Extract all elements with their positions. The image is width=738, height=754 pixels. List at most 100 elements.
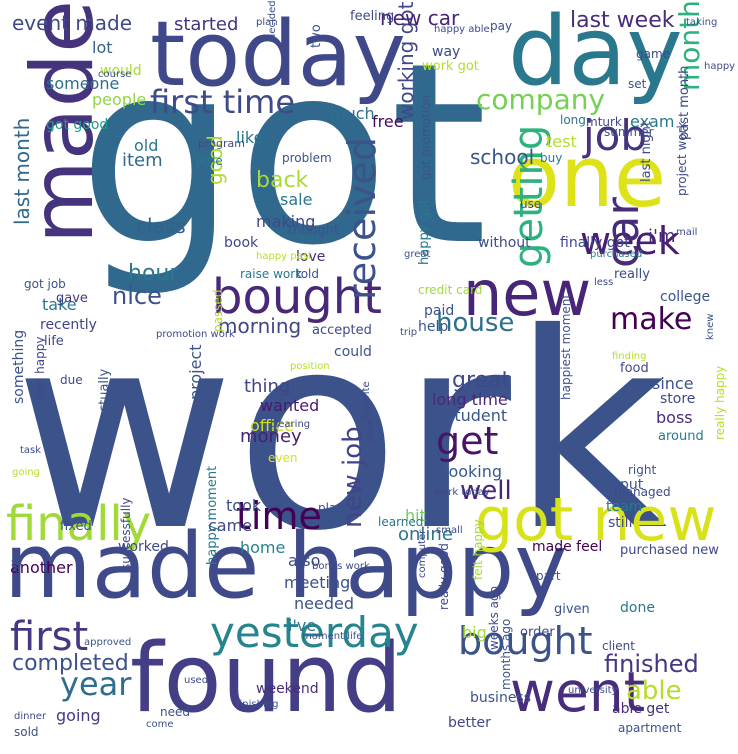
word-felt-happy: felt happy bbox=[471, 519, 485, 580]
word-made-happy: made happy bbox=[4, 514, 568, 619]
word-someone: someone bbox=[46, 74, 120, 93]
word-time: time bbox=[236, 494, 322, 538]
word-year: year bbox=[60, 665, 132, 703]
word-great: great bbox=[452, 368, 511, 393]
word-mail: mail bbox=[676, 227, 698, 238]
word-something: something bbox=[11, 329, 27, 404]
word-first: first bbox=[10, 614, 89, 660]
word-order: order bbox=[520, 625, 555, 640]
word-purchased-new: purchased new bbox=[620, 543, 719, 558]
word-little: little bbox=[196, 154, 223, 168]
word-used: used bbox=[184, 675, 209, 686]
word-going: going bbox=[12, 467, 40, 478]
word-happiest-moment: happiest moment bbox=[559, 293, 573, 400]
word-one: one bbox=[508, 128, 667, 227]
word-better: better bbox=[448, 715, 491, 731]
word-given: given bbox=[554, 602, 590, 617]
word-taking: taking bbox=[686, 17, 718, 28]
word-work-today: work today bbox=[434, 487, 490, 498]
word-thing: thing bbox=[244, 376, 291, 397]
word-online: online bbox=[398, 524, 453, 545]
word-like: like bbox=[236, 128, 264, 147]
word-knew: knew bbox=[705, 313, 716, 340]
word-morning: morning bbox=[218, 314, 302, 338]
word-event-made: event made bbox=[12, 11, 133, 35]
word-problem: problem bbox=[282, 151, 332, 165]
word-really: really bbox=[614, 267, 650, 282]
word-promotion-work: promotion work bbox=[156, 329, 235, 340]
word-could: could bbox=[334, 344, 372, 360]
word-week: week bbox=[580, 219, 680, 263]
word-successfully: successfully bbox=[119, 497, 133, 570]
word-life: life bbox=[44, 334, 64, 349]
word-store: store bbox=[660, 391, 696, 407]
word-worked: worked bbox=[118, 539, 169, 555]
word-much: much bbox=[330, 104, 375, 123]
word-mturk: mturk bbox=[586, 115, 622, 129]
word-school: school bbox=[470, 145, 535, 169]
word-university: university bbox=[568, 685, 618, 696]
word-make: make bbox=[610, 302, 693, 337]
word-small: small bbox=[436, 525, 463, 536]
word-got-job: got job bbox=[24, 277, 66, 291]
word-company: company bbox=[476, 83, 606, 116]
word-would: would bbox=[100, 63, 142, 79]
word-finishing: finishing bbox=[236, 699, 279, 710]
word-two: two bbox=[309, 24, 324, 48]
word-got-promotion: got promotion bbox=[419, 94, 433, 180]
word-office: office bbox=[250, 416, 294, 435]
word-plan: plan bbox=[256, 17, 278, 28]
word-hour: hour bbox=[128, 261, 179, 286]
word-looking: looking bbox=[444, 462, 503, 481]
word-finally-got: finally got bbox=[560, 235, 630, 251]
word-bought: bought bbox=[212, 269, 382, 325]
word-position: position bbox=[290, 361, 330, 372]
word-recently: recently bbox=[40, 317, 97, 333]
word-dinner: dinner bbox=[14, 711, 47, 722]
word-people: people bbox=[92, 90, 147, 109]
word-need: need bbox=[160, 705, 190, 719]
word-going: going bbox=[56, 706, 101, 725]
word-summer: summer bbox=[604, 125, 654, 139]
word-took: took bbox=[226, 496, 262, 515]
word-due: due bbox=[60, 373, 83, 387]
word-apartment: apartment bbox=[618, 721, 682, 735]
word-bought: bought bbox=[458, 619, 593, 663]
word-come: come bbox=[146, 719, 174, 730]
word-got: got bbox=[78, 9, 488, 300]
word-happy-moment: happy moment bbox=[205, 465, 220, 565]
word-happy-able: happy able bbox=[434, 24, 490, 35]
word-project-work: project work bbox=[675, 121, 689, 196]
word-i-m: i'm bbox=[648, 226, 676, 247]
word-help: help bbox=[418, 319, 449, 335]
word-less: less bbox=[594, 277, 614, 288]
word-item: item bbox=[122, 150, 163, 171]
word-weekend: weekend bbox=[256, 681, 319, 697]
word-thought: thought bbox=[288, 223, 340, 238]
word-actually: actually bbox=[97, 368, 112, 420]
word-purchased: purchased bbox=[590, 249, 643, 260]
word-wanted: wanted bbox=[260, 396, 320, 415]
word-happy: happy bbox=[704, 61, 736, 72]
word-boss: boss bbox=[656, 408, 693, 427]
word-nice: nice bbox=[112, 282, 162, 310]
word-started: started bbox=[174, 14, 239, 35]
word-clearing: clearing bbox=[270, 419, 311, 430]
word-test: test bbox=[546, 132, 577, 151]
word-home: home bbox=[240, 538, 286, 557]
word-told: told bbox=[296, 267, 319, 281]
word-exam: exam bbox=[630, 112, 675, 131]
word-vacation: vacation bbox=[11, 547, 22, 590]
word-since: since bbox=[652, 374, 694, 393]
word-long: long bbox=[560, 113, 586, 127]
word-client: client bbox=[602, 639, 635, 653]
word-love: love bbox=[296, 249, 326, 265]
word-gave: gave bbox=[56, 291, 88, 306]
word-done: done bbox=[620, 600, 655, 616]
word-computer: computer bbox=[417, 529, 428, 578]
word-class: class bbox=[136, 214, 186, 238]
word-today: today bbox=[150, 2, 406, 107]
word-went: went bbox=[510, 660, 646, 724]
word-free: free bbox=[372, 112, 404, 131]
